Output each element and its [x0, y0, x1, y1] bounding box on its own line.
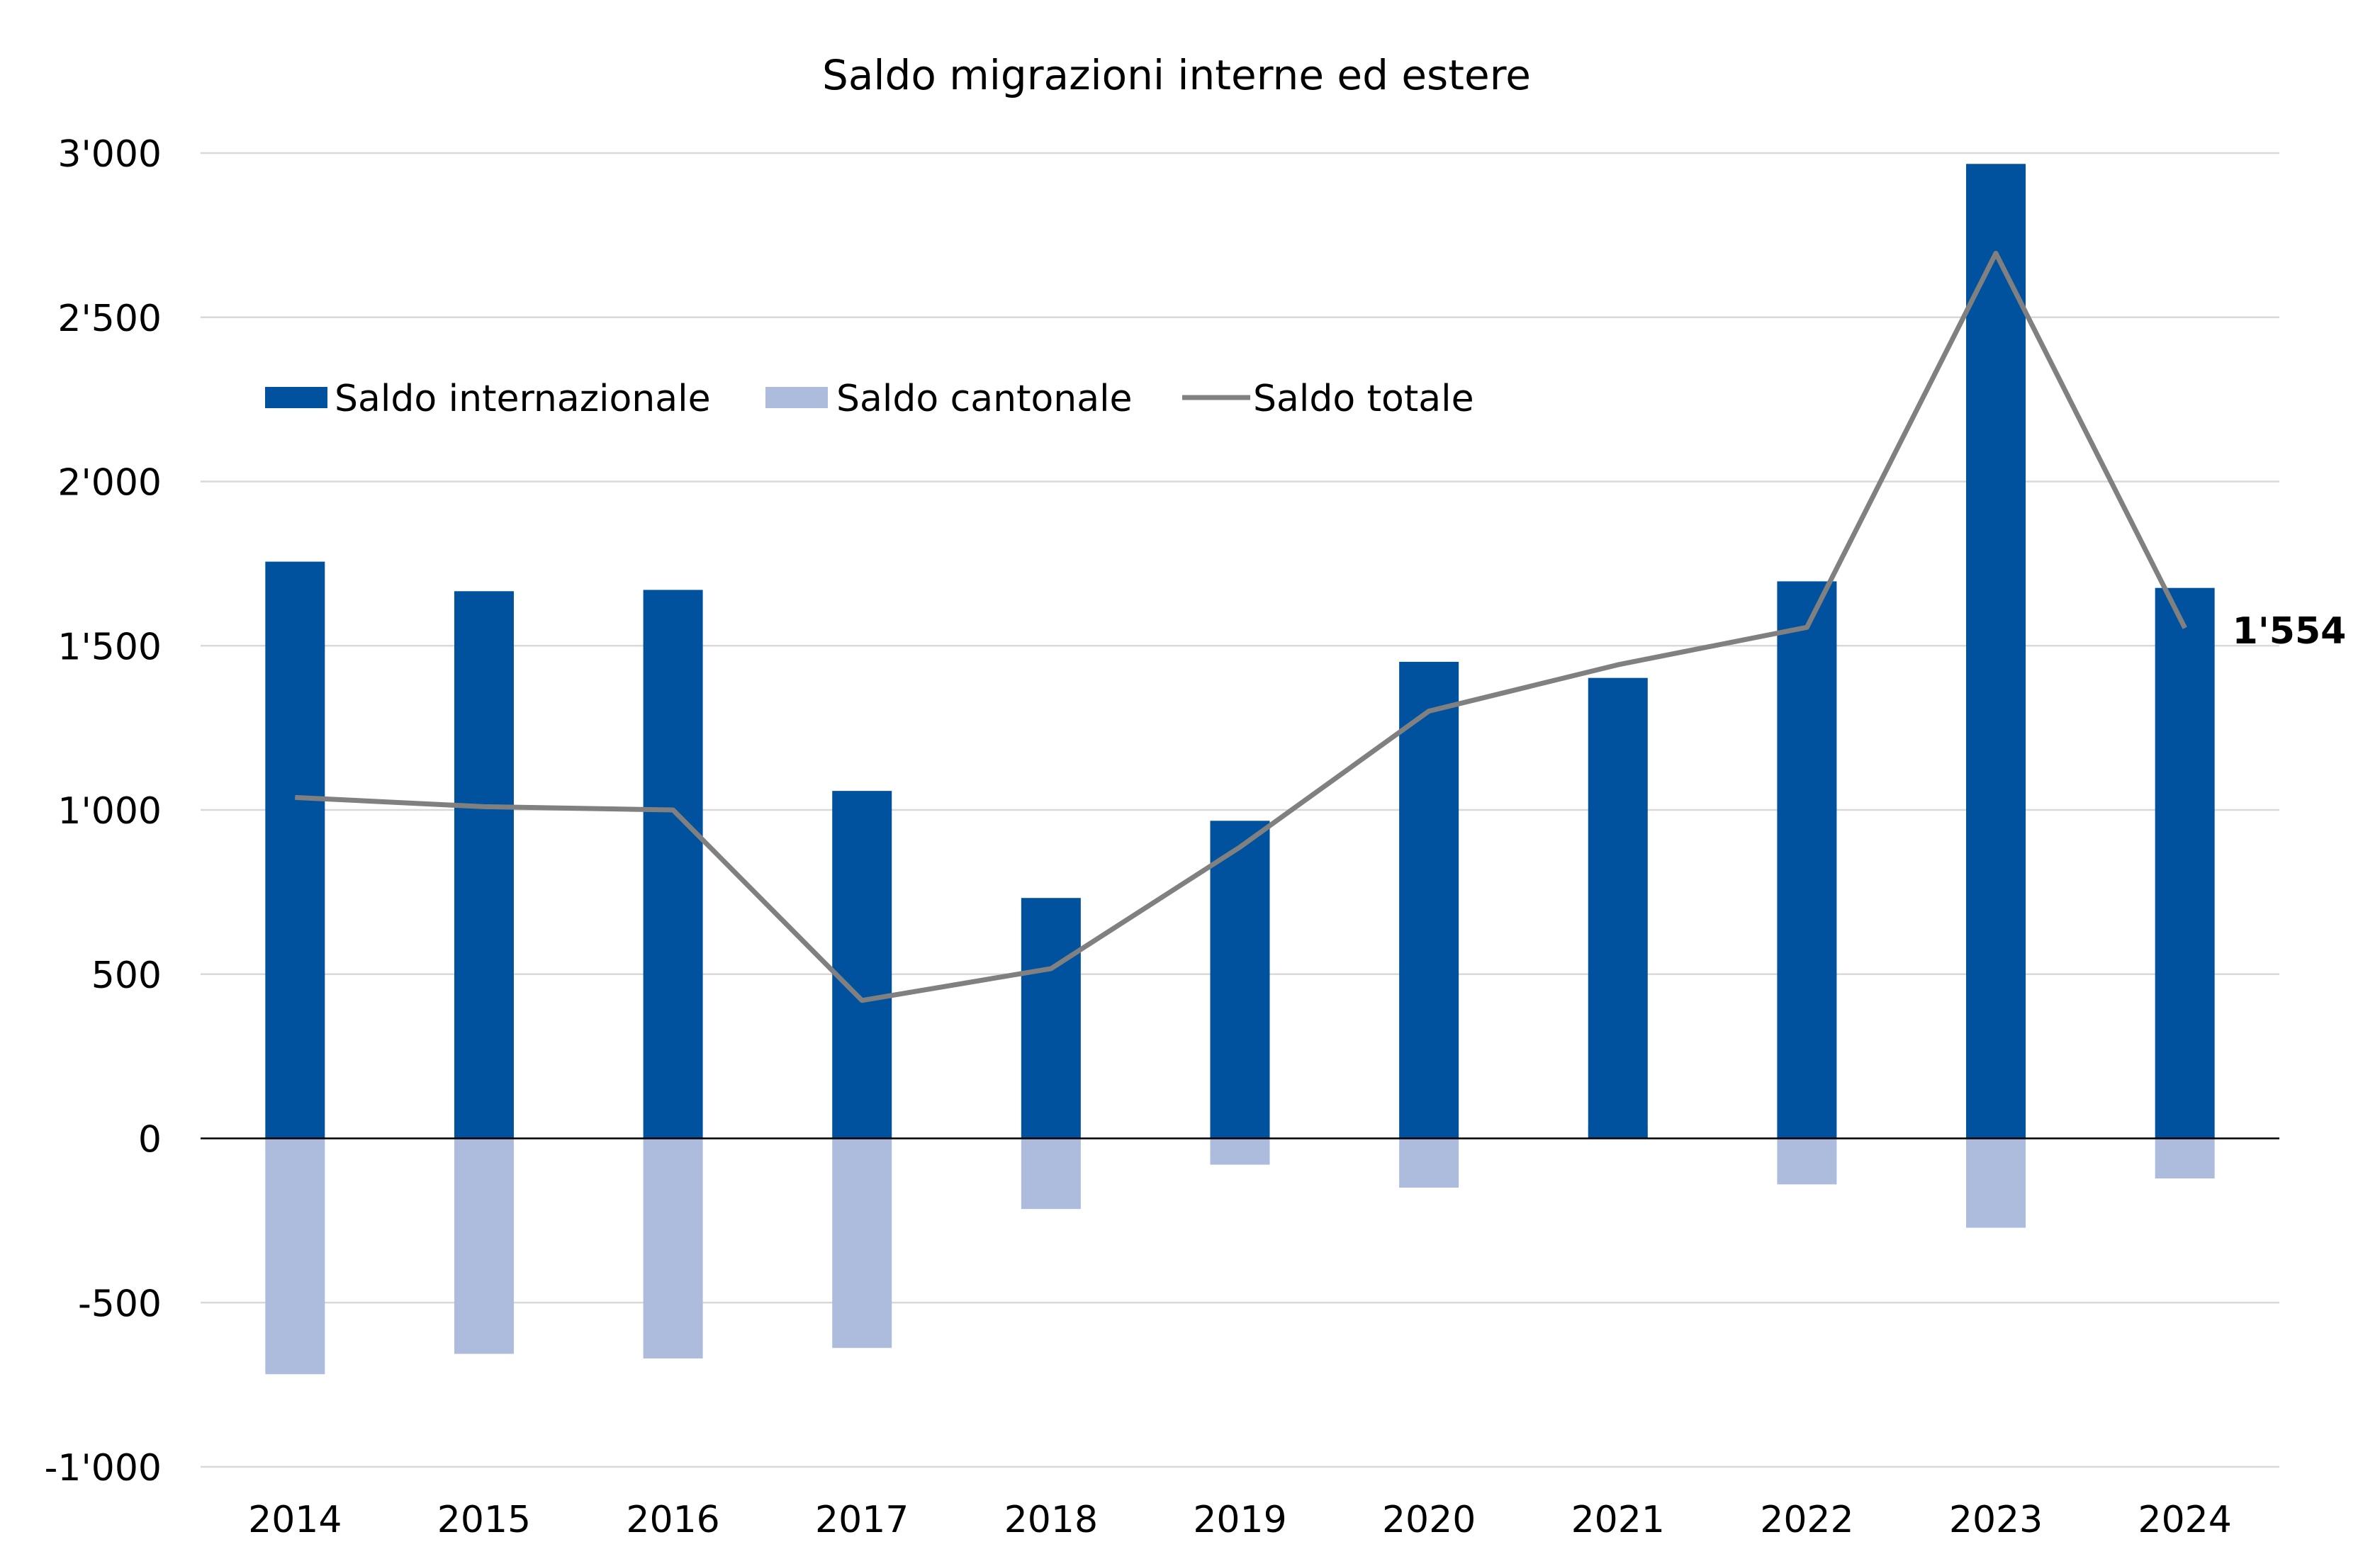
y-tick-label: 2'000 — [57, 462, 162, 505]
y-tick-label: -1'000 — [45, 1447, 162, 1490]
bar-saldo-cantonale-2020 — [1399, 1138, 1459, 1188]
x-tick-label: 2015 — [437, 1499, 531, 1541]
bar-saldo-cantonale-2016 — [643, 1138, 703, 1359]
bar-saldo-internazionale-2014 — [265, 561, 325, 1139]
point-saldo-totale-2018 — [1050, 968, 1052, 969]
y-tick-label: 2'500 — [57, 298, 162, 340]
legend-swatch-saldo-cantonale — [765, 387, 828, 408]
bar-saldo-cantonale-2024 — [2155, 1138, 2215, 1179]
legend-label-saldo-internazionale: Saldo internazionale — [335, 378, 711, 420]
series-saldo-cantonale — [265, 1125, 2215, 1375]
bar-saldo-internazionale-2024 — [2155, 587, 2215, 1139]
y-tick-label: 1'500 — [57, 626, 162, 668]
bar-saldo-cantonale-2018 — [1021, 1138, 1081, 1210]
bar-saldo-internazionale-2016 — [643, 590, 703, 1139]
y-tick-label: 3'000 — [57, 133, 162, 176]
x-tick-label: 2022 — [1760, 1499, 1853, 1541]
point-saldo-totale-2023 — [1995, 252, 1997, 254]
y-axis-ticks: -1'000 -500 0 500 1'000 1'500 2'000 2'500 3'000 — [45, 133, 162, 1490]
bar-saldo-internazionale-2019 — [1210, 821, 1270, 1139]
series-saldo-totale — [294, 250, 2187, 1003]
x-tick-label: 2023 — [1949, 1499, 2043, 1541]
legend-label-saldo-cantonale: Saldo cantonale — [836, 378, 1133, 420]
y-tick-label: -500 — [78, 1283, 162, 1325]
y-tick-label: 0 — [138, 1119, 162, 1161]
point-saldo-totale-2014 — [294, 796, 296, 798]
bar-saldo-internazionale-2023 — [1966, 164, 2026, 1139]
data-label-saldo-totale-2024: 1'554 — [2233, 610, 2347, 653]
x-axis-ticks: 2014 2015 2016 2017 2018 2019 2020 2021 2022 2023… — [248, 1499, 2232, 1541]
x-tick-label: 2014 — [248, 1499, 342, 1541]
bar-saldo-internazionale-2021 — [1588, 677, 1648, 1139]
x-tick-label: 2018 — [1004, 1499, 1098, 1541]
x-tick-label: 2020 — [1382, 1499, 1476, 1541]
point-saldo-totale-2024 — [2184, 627, 2186, 629]
x-tick-label: 2016 — [626, 1499, 719, 1541]
bar-saldo-internazionale-2017 — [832, 791, 892, 1139]
x-tick-label: 2017 — [815, 1499, 909, 1541]
y-tick-label: 500 — [91, 955, 162, 997]
bar-saldo-cantonale-2017 — [832, 1138, 892, 1349]
bar-saldo-cantonale-2023 — [1966, 1138, 2026, 1228]
x-tick-label: 2024 — [2138, 1499, 2232, 1541]
point-saldo-totale-2015 — [483, 806, 485, 807]
bar-saldo-cantonale-2019 — [1210, 1138, 1270, 1165]
legend: Saldo internazionale Saldo cantonale Sal… — [265, 378, 1474, 420]
bar-saldo-cantonale-2022 — [1777, 1138, 1837, 1185]
bar-saldo-internazionale-2022 — [1777, 581, 1837, 1139]
legend-label-saldo-totale: Saldo totale — [1253, 378, 1474, 420]
bar-saldo-internazionale-2018 — [1021, 898, 1081, 1139]
x-tick-label: 2019 — [1193, 1499, 1286, 1541]
bar-saldo-cantonale-2015 — [454, 1138, 514, 1354]
bar-saldo-cantonale-2014 — [265, 1138, 325, 1375]
series-saldo-internazionale — [265, 164, 2215, 1139]
x-tick-label: 2021 — [1571, 1499, 1665, 1541]
legend-swatch-saldo-internazionale — [265, 387, 327, 408]
bar-saldo-internazionale-2015 — [454, 591, 514, 1139]
bar-saldo-internazionale-2020 — [1399, 661, 1459, 1139]
y-tick-label: 1'000 — [57, 790, 162, 833]
point-saldo-totale-2017 — [861, 1000, 863, 1001]
chart-title: Saldo migrazioni interne ed estere — [822, 51, 1531, 99]
